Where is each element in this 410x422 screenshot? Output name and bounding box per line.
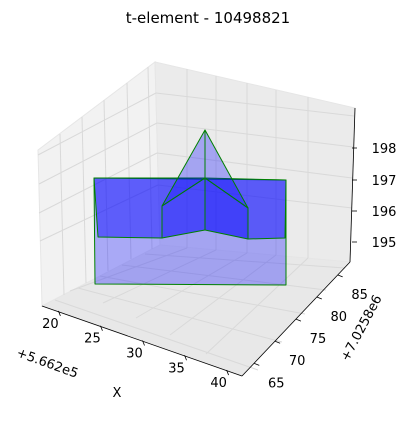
z-ticks: 195 196 197 198 — [352, 142, 396, 251]
chart-title: t-element - 10498821 — [126, 9, 290, 27]
y-offset-text: +7.0258e6 — [338, 293, 385, 364]
x-tick-mark — [100, 325, 103, 331]
z-tick-label: 195 — [372, 236, 397, 251]
y-tick-label: 80 — [331, 310, 348, 325]
x-tick-mark — [142, 340, 145, 346]
x-axis-label: X — [113, 386, 122, 401]
y-tick-label: 85 — [351, 288, 368, 303]
x-offset-text: +5.662e5 — [14, 346, 80, 382]
face-inner-right — [204, 177, 249, 240]
surface-faces — [93, 129, 287, 286]
x-ticks: 20 25 30 35 40 — [42, 310, 229, 391]
x-tick-label: 35 — [168, 361, 185, 376]
x-tick-mark — [58, 310, 61, 317]
z-axis-line — [349, 107, 356, 263]
z-tick-label: 197 — [372, 174, 397, 189]
y-tick-mark — [254, 362, 260, 366]
x-tick-mark — [226, 369, 229, 376]
y-tick-label: 75 — [310, 332, 327, 347]
x-tick-label: 30 — [126, 347, 143, 362]
y-tick-mark — [295, 318, 302, 322]
x-tick-label: 20 — [42, 317, 59, 332]
y-tick-mark — [316, 296, 322, 300]
x-axis-line — [41, 305, 243, 377]
z-tick-label: 198 — [372, 142, 397, 157]
y-tick-mark — [337, 274, 343, 278]
x-tick-mark — [184, 355, 187, 361]
y-axis-line — [241, 261, 351, 377]
x-tick-label: 25 — [84, 332, 101, 347]
z-tick-label: 196 — [372, 205, 397, 220]
y-tick-mark — [274, 340, 281, 344]
y-tick-label: 70 — [289, 354, 306, 369]
y-tick-label: 65 — [268, 376, 285, 391]
x-tick-label: 40 — [210, 376, 227, 391]
